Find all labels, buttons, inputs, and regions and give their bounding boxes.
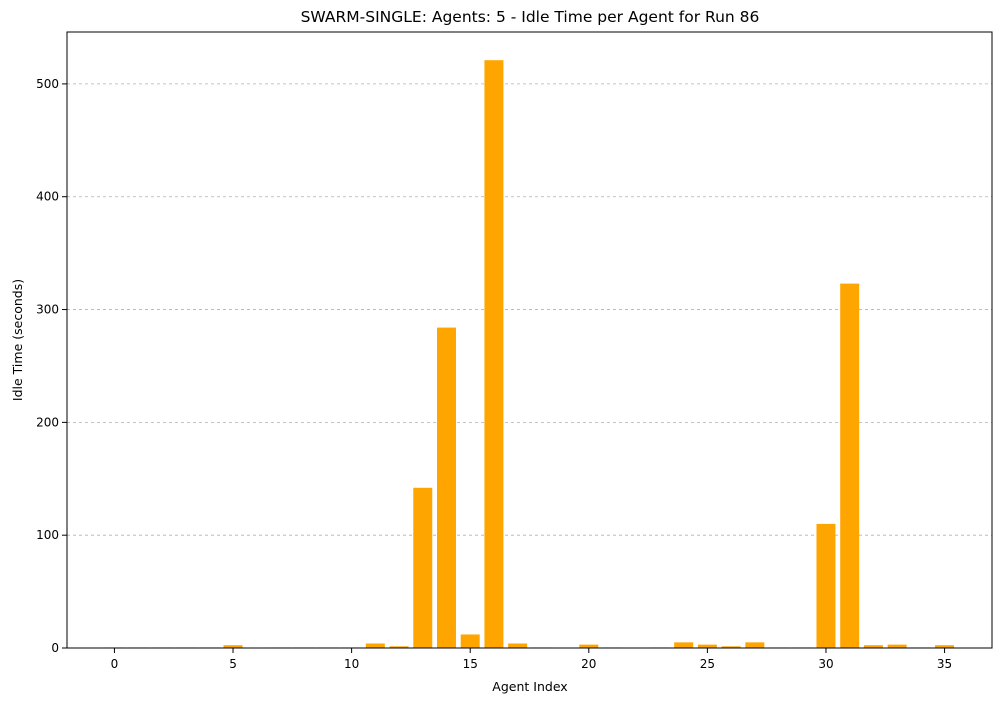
bar-agent-27: [745, 642, 765, 648]
y-axis-label: Idle Time (seconds): [10, 279, 25, 401]
y-gridlines: [67, 83, 992, 536]
bar-agent-16: [484, 60, 504, 648]
bar-agent-14: [437, 327, 456, 648]
chart-title: SWARM-SINGLE: Agents: 5 - Idle Time per …: [301, 8, 760, 26]
bar-agent-13: [413, 487, 433, 648]
y-axis-ticks: 0 100 200 300 400 500: [36, 77, 67, 655]
x-tick-label: 20: [581, 657, 596, 671]
bar-agent-20: [579, 644, 599, 648]
y-tick-label: 300: [36, 303, 59, 317]
bar-agent-35: [935, 645, 955, 648]
bar-agent-30: [816, 523, 836, 648]
y-tick-label: 100: [36, 528, 59, 542]
bar-agent-31: [840, 283, 860, 648]
x-axis-ticks: 0 5 10 15 20 25 30 35: [111, 648, 952, 671]
x-tick-label: 5: [229, 657, 237, 671]
y-tick-label: 400: [36, 190, 59, 204]
bar-agent-12: [389, 646, 409, 648]
bar-agent-11: [365, 643, 385, 648]
x-axis-label: Agent Index: [492, 679, 567, 694]
bar-agent-15: [460, 634, 480, 648]
y-tick-label: 0: [51, 641, 59, 655]
bars: [104, 60, 955, 648]
x-tick-label: 35: [937, 657, 952, 671]
y-tick-label: 200: [36, 415, 59, 429]
bar-agent-33: [887, 644, 907, 648]
bar-agent-25: [697, 644, 717, 648]
bar-agent-24: [674, 642, 694, 648]
x-tick-label: 10: [344, 657, 359, 671]
bar-agent-5: [223, 645, 243, 648]
bar-agent-32: [863, 645, 883, 648]
bar-agent-26: [721, 646, 741, 648]
x-tick-label: 30: [818, 657, 833, 671]
plot-frame: [66, 31, 993, 649]
x-tick-label: 0: [111, 657, 119, 671]
bar-agent-17: [508, 643, 528, 648]
x-tick-label: 15: [463, 657, 478, 671]
x-tick-label: 25: [700, 657, 715, 671]
y-tick-label: 500: [36, 77, 59, 91]
